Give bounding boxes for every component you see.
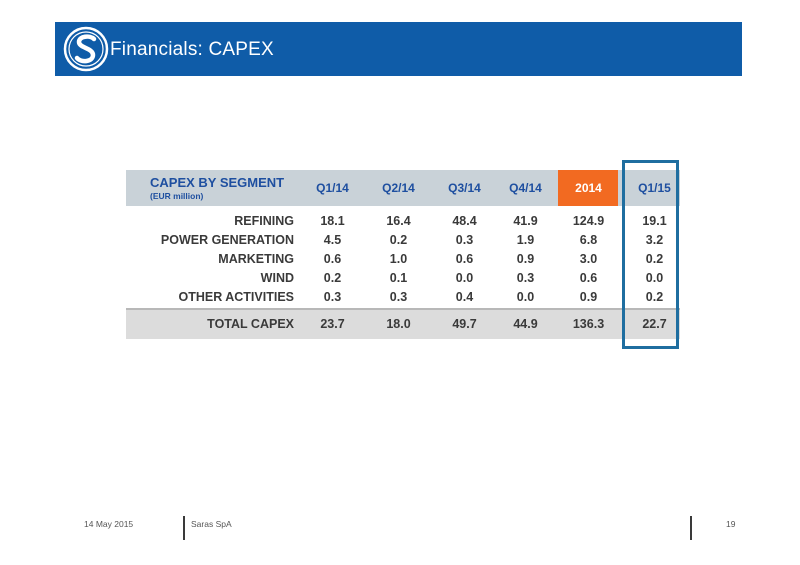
table-cell: 0.3 — [455, 233, 474, 247]
column-header-q4-14: Q4/14 — [509, 181, 542, 195]
table-cell: 0.4 — [455, 290, 474, 304]
table-cell: 18.1 — [320, 214, 345, 228]
table-cell: 0.1 — [389, 271, 408, 285]
column-header-q1-15: Q1/15 — [638, 181, 671, 195]
table-cell: 124.9 — [572, 214, 605, 228]
table-cell: 0.2 — [645, 290, 664, 304]
total-cell: 22.7 — [642, 317, 667, 331]
table-cell: 4.5 — [323, 233, 342, 247]
table-cell: 1.0 — [389, 252, 408, 266]
table-cell: 0.3 — [516, 271, 535, 285]
total-row: TOTAL CAPEX 23.7 18.0 49.7 44.9 136.3 22… — [126, 308, 680, 339]
total-cell: 49.7 — [452, 317, 477, 331]
q1-15-highlight-box — [622, 160, 679, 349]
footer-divider — [183, 516, 185, 540]
page-number: 19 — [726, 519, 736, 529]
total-cell: 44.9 — [513, 317, 538, 331]
table-cell: 6.8 — [579, 233, 598, 247]
slide-title: Financials: CAPEX — [110, 39, 274, 60]
table-cell: 0.6 — [455, 252, 474, 266]
total-label: TOTAL CAPEX — [207, 317, 294, 331]
row-label: REFINING — [234, 214, 294, 228]
table-cell: 3.0 — [579, 252, 598, 266]
footer-company: Saras SpA — [191, 519, 232, 529]
total-cell: 136.3 — [572, 317, 605, 331]
table-cell: 0.9 — [579, 290, 598, 304]
column-header-q2-14: Q2/14 — [382, 181, 415, 195]
table-cell: 0.3 — [389, 290, 408, 304]
table-cell: 0.0 — [455, 271, 474, 285]
table-row: POWER GENERATION 4.5 0.2 0.3 1.9 6.8 3.2 — [126, 230, 680, 249]
total-cell: 18.0 — [386, 317, 411, 331]
footer-divider — [690, 516, 692, 540]
table-row: REFINING 18.1 16.4 48.4 41.9 124.9 19.1 — [126, 211, 680, 230]
table-row: WIND 0.2 0.1 0.0 0.3 0.6 0.0 — [126, 268, 680, 287]
table-row: OTHER ACTIVITIES 0.3 0.3 0.4 0.0 0.9 0.2 — [126, 287, 680, 306]
table-cell: 16.4 — [386, 214, 411, 228]
table-cell: 0.2 — [645, 252, 664, 266]
footer-date: 14 May 2015 — [84, 519, 134, 529]
table-header-row: CAPEX BY SEGMENT (EUR million) Q1/14 Q2/… — [126, 170, 680, 206]
table-cell: 0.9 — [516, 252, 535, 266]
header-label-main: CAPEX BY SEGMENT — [150, 175, 285, 190]
header-label-unit: (EUR million) — [150, 191, 204, 201]
table-cell: 19.1 — [642, 214, 667, 228]
column-header-q3-14: Q3/14 — [448, 181, 481, 195]
table-cell: 0.0 — [516, 290, 535, 304]
row-label: POWER GENERATION — [160, 233, 294, 247]
table-cell: 0.2 — [389, 233, 408, 247]
table-cell: 1.9 — [516, 233, 535, 247]
table-cell: 48.4 — [452, 214, 477, 228]
highlight-2014-column — [558, 170, 618, 206]
table-cell: 0.2 — [323, 271, 342, 285]
column-header-q1-14: Q1/14 — [316, 181, 349, 195]
saras-logo-icon — [63, 26, 109, 72]
total-cell: 23.7 — [320, 317, 345, 331]
row-label: WIND — [260, 271, 294, 285]
table-header-label: CAPEX BY SEGMENT (EUR million) — [150, 175, 284, 201]
table-cell: 3.2 — [645, 233, 664, 247]
slide-header: Financials: CAPEX — [55, 22, 742, 76]
row-label: MARKETING — [218, 252, 294, 266]
table-cell: 0.6 — [579, 271, 598, 285]
table-cell: 0.3 — [323, 290, 342, 304]
table-cell: 41.9 — [513, 214, 538, 228]
table-cell: 0.0 — [645, 271, 664, 285]
column-header-2014: 2014 — [575, 181, 602, 195]
row-label: OTHER ACTIVITIES — [178, 290, 294, 304]
table-row: MARKETING 0.6 1.0 0.6 0.9 3.0 0.2 — [126, 249, 680, 268]
table-cell: 0.6 — [323, 252, 342, 266]
